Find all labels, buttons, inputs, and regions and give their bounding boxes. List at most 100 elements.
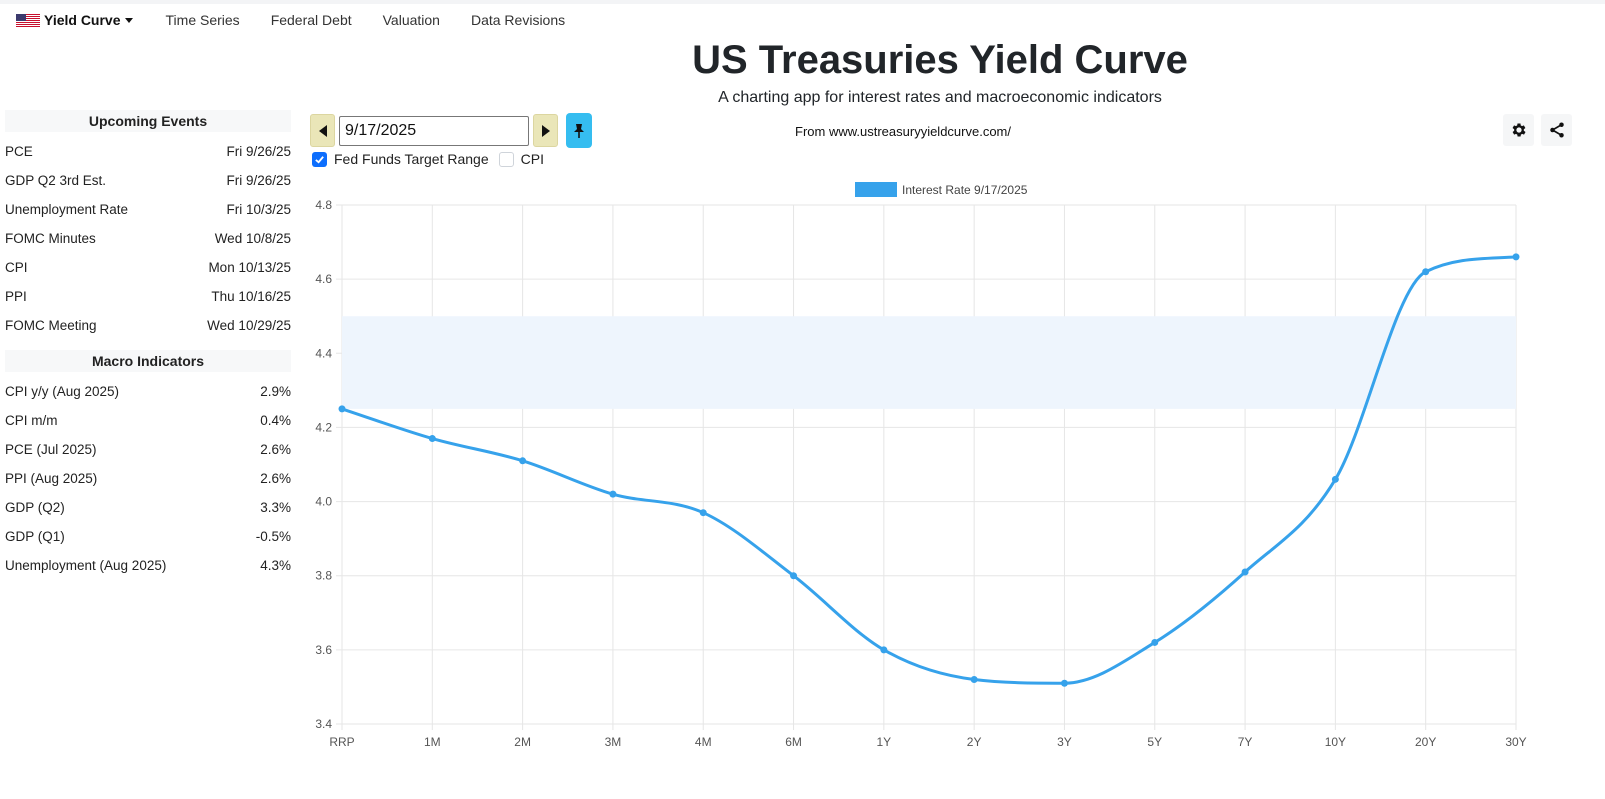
indicator-name: GDP (Q1) [5,529,65,544]
data-point [1422,268,1430,276]
source-text: From www.ustreasuryyieldcurve.com/ [795,124,1011,139]
us-flag-icon [16,13,40,27]
navbar: Yield Curve Time Series Federal Debt Val… [16,10,565,30]
indicator-row: PPI (Aug 2025) 2.6% [5,464,291,493]
legend: Interest Rate 9/17/2025 [855,182,1028,197]
indicator-row: GDP (Q2) 3.3% [5,493,291,522]
grid [336,204,1517,730]
indicator-name: PCE (Jul 2025) [5,442,97,457]
event-row: FOMC Meeting Wed 10/29/25 [5,311,291,340]
event-row: PPI Thu 10/16/25 [5,282,291,311]
indicator-row: GDP (Q1) -0.5% [5,522,291,551]
event-date: Fri 9/26/25 [226,144,291,159]
nav-time-series[interactable]: Time Series [165,12,240,28]
event-row: PCE Fri 9/26/25 [5,137,291,166]
overlay-checkboxes: Fed Funds Target Range CPI [312,151,544,167]
settings-button[interactable] [1503,114,1534,146]
y-tick-label: 3.4 [315,717,332,731]
share-icon [1549,122,1564,138]
x-tick-label: 5Y [1147,735,1162,749]
data-point [1241,568,1249,576]
event-row: FOMC Minutes Wed 10/8/25 [5,224,291,253]
data-point [1331,475,1339,483]
indicator-row: Unemployment (Aug 2025) 4.3% [5,551,291,580]
x-tick-label: 3M [605,735,622,749]
left-panel: Upcoming Events PCE Fri 9/26/25 GDP Q2 3r… [5,110,291,580]
data-point [609,490,617,498]
y-tick-label: 3.6 [315,643,332,657]
fed-funds-label: Fed Funds Target Range [334,151,489,167]
indicator-value: 2.9% [260,384,291,399]
event-name: CPI [5,260,28,275]
date-input[interactable] [339,115,529,146]
event-name: PPI [5,289,27,304]
event-row: GDP Q2 3rd Est. Fri 9/26/25 [5,166,291,195]
fed-funds-band [342,316,1516,409]
event-row: Unemployment Rate Fri 10/3/25 [5,195,291,224]
pin-button[interactable] [566,113,592,148]
series-line [341,255,1517,685]
upcoming-events-title: Upcoming Events [5,110,291,132]
indicator-value: 4.3% [260,558,291,573]
event-date: Fri 9/26/25 [226,173,291,188]
x-tick-label: RRP [329,735,354,749]
indicator-row: PCE (Jul 2025) 2.6% [5,435,291,464]
axes: 3.4 3.6 3.8 4.0 4.2 4.4 4.6 4.8 RRP 1M 2M 3M 4M 6M 1Y 2… [315,198,1526,749]
data-point [790,572,798,580]
page-title: US Treasuries Yield Curve [692,38,1188,82]
x-tick-label: 6M [785,735,802,749]
gear-icon [1512,123,1526,137]
indicator-name: Unemployment (Aug 2025) [5,558,167,573]
legend-swatch [855,182,897,197]
indicator-name: GDP (Q2) [5,500,65,515]
event-name: PCE [5,144,33,159]
x-tick-label: 1M [424,735,441,749]
brand-dropdown[interactable]: Yield Curve [16,12,133,28]
x-tick-label: 3Y [1057,735,1072,749]
indicator-row: CPI y/y (Aug 2025) 2.9% [5,377,291,406]
cpi-checkbox[interactable] [498,151,514,167]
x-tick-label: 10Y [1325,735,1346,749]
y-tick-label: 3.8 [315,569,332,583]
x-tick-label: 2M [514,735,531,749]
top-strip [0,0,1605,4]
data-point [519,457,527,465]
event-name: Unemployment Rate [5,202,129,217]
data-point [1060,679,1068,687]
data-point [1512,253,1520,261]
yield-curve-chart: 3.4 3.6 3.8 4.0 4.2 4.4 4.6 4.8 RRP 1M 2M 3M 4M 6M 1Y 2… [315,182,1527,749]
event-date: Fri 10/3/25 [226,202,291,217]
indicator-value: 2.6% [260,442,291,457]
indicator-name: CPI y/y (Aug 2025) [5,384,120,399]
indicator-value: 2.6% [260,471,291,486]
next-date-button[interactable] [533,114,558,147]
nav-data-revisions[interactable]: Data Revisions [470,12,566,28]
prev-date-button[interactable] [310,114,335,147]
data-point [880,646,888,654]
event-date: Thu 10/16/25 [211,289,291,304]
event-row: CPI Mon 10/13/25 [5,253,291,282]
pin-icon [574,123,584,138]
share-button[interactable] [1541,114,1572,146]
y-tick-label: 4.4 [315,346,332,360]
data-point [970,676,978,684]
arrow-right-icon [541,124,550,137]
arrow-left-icon [318,124,327,137]
event-name: FOMC Minutes [5,231,96,246]
x-tick-label: 1Y [877,735,892,749]
data-point [338,405,346,413]
data-point [428,435,436,443]
x-tick-label: 7Y [1238,735,1253,749]
check-icon [315,155,324,164]
event-name: GDP Q2 3rd Est. [5,173,107,188]
indicator-value: 3.3% [260,500,291,515]
event-date: Wed 10/29/25 [207,318,291,333]
macro-indicators-title: Macro Indicators [5,350,291,372]
event-date: Mon 10/13/25 [208,260,291,275]
nav-federal-debt[interactable]: Federal Debt [270,12,352,28]
fed-funds-checkbox[interactable] [312,151,327,167]
event-date: Wed 10/8/25 [214,231,291,246]
data-points [338,253,1520,687]
nav-valuation[interactable]: Valuation [382,12,440,28]
indicator-value: 0.4% [260,413,291,428]
